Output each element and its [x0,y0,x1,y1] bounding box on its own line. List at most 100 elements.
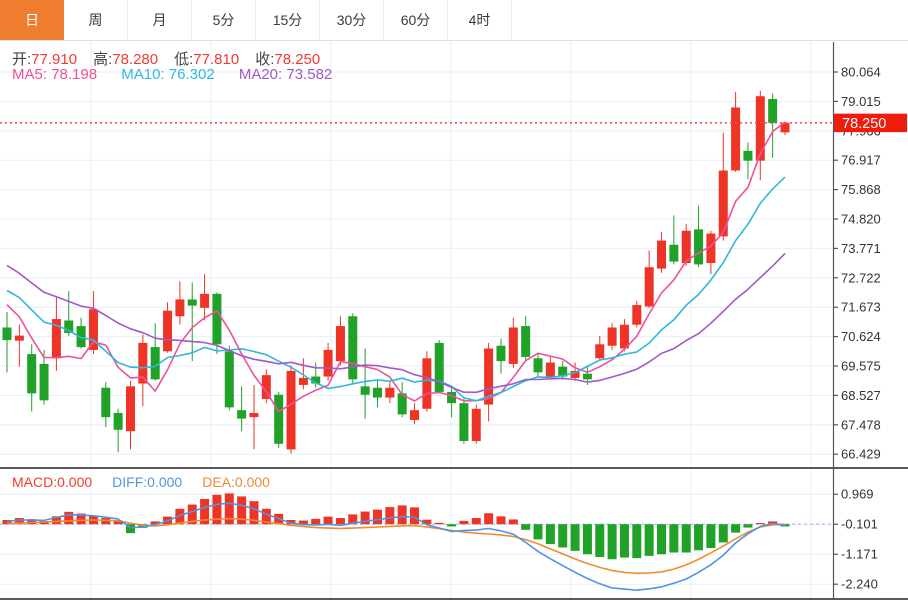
close-label: 收: [255,51,275,68]
ma20-value: 73.582 [286,66,333,83]
ma5-label: MA5: [12,66,48,83]
macd-hist-bar [595,524,605,558]
candle-body [212,293,222,345]
low-label: 低: [174,51,194,68]
macd-hist-bar [323,516,333,525]
tab-timeframe-1[interactable]: 周 [64,0,128,40]
high-value: 78.280 [112,51,159,68]
macd-hist-bar [237,496,247,525]
candle-body [755,96,765,161]
macd-hist-bar [286,519,296,525]
price-axis-tick: 70.624 [841,329,881,344]
macd-readout: MACD:0.000 DIFF:0.000 DEA:0.000 [12,474,270,490]
tab-timeframe-3[interactable]: 5分 [192,0,256,40]
macd-hist-bar [570,524,580,551]
macd-hist-bar [508,519,518,525]
macd-axis-tick: -1.171 [841,547,878,562]
candle-body [669,244,679,262]
candle-body [101,387,111,418]
macd-hist-bar [150,521,160,525]
candle-body [286,370,296,450]
macd-hist-bar [545,524,555,545]
close-value: 78.250 [274,51,321,68]
tab-timeframe-7[interactable]: 4时 [448,0,512,40]
macd-hist-bar [249,501,259,525]
macd-hist-bar [533,524,543,540]
tab-timeframe-5[interactable]: 30分 [320,0,384,40]
macd-hist-bar [14,518,24,525]
price-axis-tick: 67.478 [841,417,881,432]
candle-body [261,375,271,399]
price-axis-tick: 80.064 [841,65,881,80]
macd-hist-bar [360,511,370,525]
candle-body [521,326,531,357]
macd-hist-bar [694,524,704,551]
candle-body [508,327,518,364]
ohlc-readout: 开:77.910 高:78.280 低:77.810 收:78.250 [12,48,320,69]
candle-body [175,299,185,317]
dea-value: 0.000 [234,474,270,490]
macd-hist-bar [434,522,444,525]
timeframe-tabbar: 日周月 5分 15分 30分 60分 4时 [0,0,908,41]
candle-body [200,293,210,308]
price-axis-tick: 69.575 [841,359,881,374]
tab-timeframe-2[interactable]: 月 [128,0,192,40]
macd-hist-bar [27,519,37,525]
ma20-line [6,252,786,394]
candle-body [2,327,12,341]
candle-body [163,310,173,352]
candle-body [644,267,654,307]
candle-body [348,316,358,380]
macd-hist-bar [632,524,642,559]
macd-hist-bar [521,524,531,530]
diff-line [6,502,786,592]
macd-axis-tick: -2.240 [841,577,878,592]
candle-body [496,345,506,362]
candle-body [484,348,494,405]
candle-body [64,320,74,334]
candle-body [570,370,580,378]
candle-body [360,386,370,395]
macd-hist-bar [76,513,86,525]
macd-hist-bar [397,505,407,525]
candle-body [657,240,667,269]
macd-hist-bar [706,524,716,549]
candle-body [311,376,321,384]
candle-body [706,233,716,264]
price-axis-tick: 71.673 [841,300,881,315]
candle-body [434,342,444,392]
high-label: 高: [93,51,113,68]
candle-body [88,309,98,350]
diff-label: DIFF: [112,474,148,490]
macd-hist-bar [51,516,61,525]
macd-hist-bar [731,524,741,533]
tab-timeframe-6[interactable]: 60分 [384,0,448,40]
macd-hist-bar [459,520,469,525]
macd-hist-bar [125,524,135,534]
tab-timeframe-4[interactable]: 15分 [256,0,320,40]
candle-body [731,107,741,171]
macd-hist-bar [607,524,617,560]
ma20-label: MA20: [238,66,283,83]
macd-hist-bar [496,516,506,525]
macd-hist-bar [447,524,457,527]
macd-value: 0.000 [57,474,93,490]
candle-body [76,326,86,348]
candle-body [125,386,135,432]
candle-body [447,391,457,404]
candle-body [619,324,629,349]
price-axis-tick: 68.527 [841,388,881,403]
candle-body [582,373,592,380]
macd-hist-bar [175,508,185,525]
tab-timeframe-0[interactable]: 日 [0,0,64,40]
macd-hist-bar [385,507,395,525]
candle-body [768,99,778,123]
candle-body [595,344,605,359]
candle-body [397,393,407,415]
macd-hist-bar [261,508,271,525]
open-value: 77.910 [31,51,78,68]
macd-hist-bar [582,524,592,555]
macd-hist-bar [471,518,481,525]
